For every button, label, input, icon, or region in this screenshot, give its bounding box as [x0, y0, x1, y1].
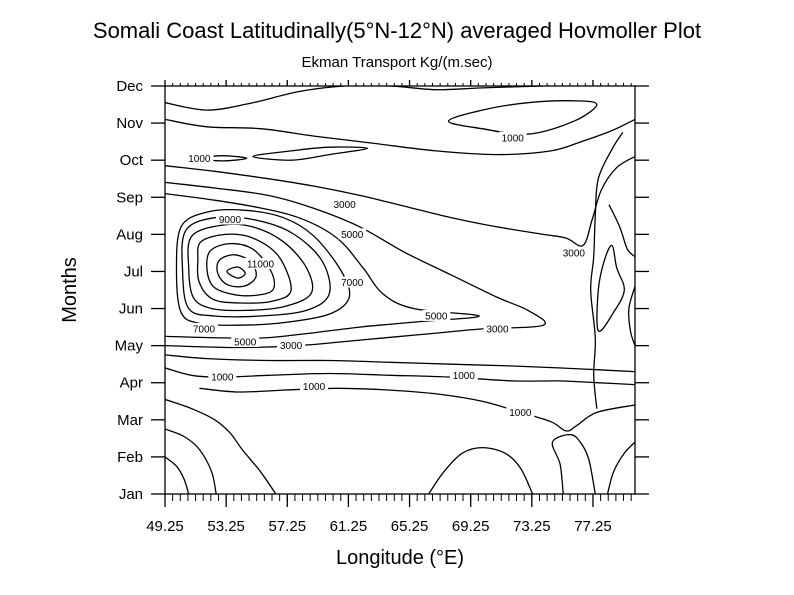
- y-tick-label: Jul: [124, 263, 143, 280]
- contour-lines: [165, 86, 635, 494]
- y-tick-label: Oct: [120, 152, 144, 169]
- contour-label: 3000: [333, 200, 356, 211]
- contour-line: [165, 398, 277, 494]
- y-tick-label: Jun: [119, 301, 143, 318]
- contour-label: 5000: [341, 230, 364, 241]
- y-axis-title: Months: [59, 257, 81, 323]
- contour-line: [165, 428, 217, 494]
- contour-label: 1000: [453, 371, 476, 382]
- contour-label: 5000: [425, 311, 448, 322]
- x-tick-label: 77.25: [574, 518, 612, 535]
- contour-label-bg: [559, 246, 588, 258]
- contour-label-bg: [189, 322, 218, 334]
- contour-label: 11000: [247, 260, 275, 271]
- y-tick-label: Nov: [116, 115, 143, 132]
- y-tick-label: Dec: [116, 78, 143, 95]
- contour-label: 1000: [211, 373, 234, 384]
- contour-label: 3000: [563, 248, 586, 259]
- contour-label: 1000: [509, 408, 532, 419]
- contour-label-bg: [185, 152, 214, 164]
- contour-line: [428, 446, 534, 494]
- contour-label: 3000: [486, 324, 509, 335]
- contour-line: [165, 354, 635, 373]
- contour-label-bg: [330, 198, 359, 210]
- contour-line: [175, 209, 351, 326]
- contour-line: [606, 441, 635, 494]
- contour-label-bg: [277, 339, 306, 351]
- contour-label-bg: [338, 276, 367, 288]
- contour-label: 5000: [234, 337, 257, 348]
- contour-label-bg: [215, 213, 244, 225]
- contour-line: [628, 286, 635, 346]
- x-tick-label: 53.25: [207, 518, 245, 535]
- y-tick-labels: Jan Feb Mar Apr May Jun Jul Aug Sep Oct Nov Dec: [115, 78, 144, 503]
- contour-label-bg: [338, 228, 367, 240]
- contour-line: [551, 434, 596, 494]
- y-tick-label: Aug: [116, 226, 143, 243]
- x-tick-label: 49.25: [146, 518, 184, 535]
- y-tick-label: Feb: [117, 449, 143, 466]
- contour-line: [165, 86, 544, 111]
- contour-label: 1000: [188, 154, 211, 165]
- contour-line: [199, 387, 635, 432]
- contour-line: [590, 132, 624, 409]
- contour-label-bg: [231, 335, 260, 347]
- y-tick-label: Jan: [119, 486, 143, 503]
- contour-label-bg: [300, 380, 329, 392]
- contour-line: [165, 118, 635, 156]
- contour-labels: 1000 1000 3000 3000 9000 5000 11000 7000 5000 300…: [185, 131, 588, 419]
- x-axis-title: Longitude (°E): [336, 547, 464, 569]
- y-tick-label: Apr: [120, 375, 143, 392]
- contour-label-bg: [243, 258, 278, 270]
- contour-line: [165, 181, 546, 349]
- contour-label-bg: [498, 131, 527, 143]
- x-tick-label: 61.25: [330, 518, 368, 535]
- contour-label-bg: [483, 322, 512, 334]
- x-tick-label: 69.25: [452, 518, 490, 535]
- contour-label-bg: [208, 371, 237, 383]
- contour-line: [187, 223, 314, 312]
- contour-label: 7000: [193, 324, 216, 335]
- y-tick-label: May: [115, 338, 144, 355]
- contour-line: [226, 266, 246, 279]
- x-tick-label: 57.25: [269, 518, 307, 535]
- contour-line: [206, 242, 276, 297]
- contour-line: [196, 233, 292, 304]
- y-tick-label: Sep: [116, 189, 143, 206]
- contour-line: [198, 155, 248, 162]
- x-tick-label: 65.25: [391, 518, 429, 535]
- contour-label-bg: [449, 369, 478, 381]
- contour-line: [181, 216, 331, 318]
- contour-label: 7000: [341, 278, 364, 289]
- contour-line: [447, 100, 598, 136]
- y-tick-label: Mar: [117, 412, 143, 429]
- contour-line: [608, 204, 635, 258]
- contour-label-bg: [422, 309, 451, 321]
- contour-label: 1000: [303, 382, 326, 393]
- plot-frame: [164, 85, 636, 495]
- x-tick-labels: 49.25 53.25 57.25 61.25 65.25 69.25 73.25 77.25: [146, 518, 612, 535]
- x-tick-label: 73.25: [513, 518, 551, 535]
- axis-ticks: [151, 80, 649, 507]
- contour-line: [252, 146, 369, 161]
- chart-subtitle: Ekman Transport Kg/(m.sec): [301, 54, 493, 71]
- contour-label-bg: [506, 406, 535, 418]
- contour-line: [165, 192, 480, 339]
- contour-line: [165, 155, 635, 247]
- contour-line: [596, 244, 625, 332]
- contour-label: 9000: [219, 215, 242, 226]
- contour-line: [165, 456, 190, 494]
- contour-label: 3000: [280, 341, 303, 352]
- chart-title: Somali Coast Latitudinally(5°N-12°N) ave…: [92, 18, 702, 43]
- contour-line: [216, 254, 257, 288]
- contour-label: 1000: [502, 133, 525, 144]
